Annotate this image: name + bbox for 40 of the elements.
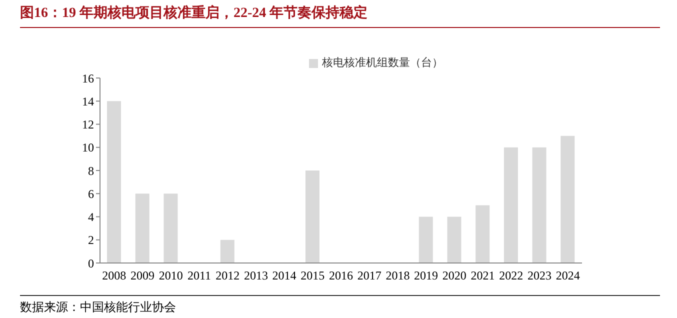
x-tick-label: 2011 — [187, 268, 212, 283]
bar — [107, 101, 121, 263]
x-tick-label: 2014 — [272, 268, 296, 283]
x-tick-label: 2016 — [329, 268, 353, 283]
y-tick-label: 14 — [82, 94, 94, 108]
y-tick-label: 0 — [88, 256, 94, 270]
x-tick-label: 2021 — [470, 268, 495, 283]
y-tick-label: 16 — [82, 71, 94, 86]
source-note: 数据来源：中国核能行业协会 — [20, 299, 177, 316]
legend-label: 核电核准机组数量（台） — [322, 57, 443, 69]
bar — [418, 216, 433, 263]
x-tick-label: 2023 — [527, 268, 552, 283]
bar — [220, 240, 234, 263]
x-tick-label: 2017 — [357, 268, 382, 283]
bar — [532, 147, 546, 263]
x-tick-label: 2020 — [442, 268, 466, 283]
y-tick-label: 8 — [88, 164, 94, 178]
x-tick-label: 2022 — [499, 268, 524, 283]
bar — [476, 205, 490, 263]
bar — [447, 216, 462, 263]
x-tick-label: 2024 — [556, 268, 580, 283]
bar — [135, 194, 150, 263]
chart-title: 图16：19 年期核电项目核准重启，22-24 年节奏保持稳定 — [20, 4, 660, 28]
x-tick-label: 2019 — [414, 268, 438, 283]
x-tick-label: 2009 — [130, 268, 155, 283]
y-tick-label: 6 — [88, 186, 94, 201]
y-tick-label: 2 — [88, 233, 94, 248]
bar — [504, 147, 518, 263]
bar — [164, 194, 178, 263]
x-tick-label: 2008 — [102, 268, 126, 283]
x-tick-label: 2018 — [386, 268, 410, 283]
bar — [305, 170, 320, 263]
x-tick-label: 2013 — [244, 268, 268, 283]
x-tick-label: 2015 — [300, 268, 325, 283]
bar — [560, 136, 575, 263]
y-tick-label: 10 — [82, 140, 94, 155]
x-tick-label: 2012 — [216, 268, 240, 283]
x-tick-label: 2010 — [158, 268, 183, 283]
y-tick-label: 4 — [88, 210, 94, 224]
y-tick-label: 12 — [82, 118, 94, 132]
